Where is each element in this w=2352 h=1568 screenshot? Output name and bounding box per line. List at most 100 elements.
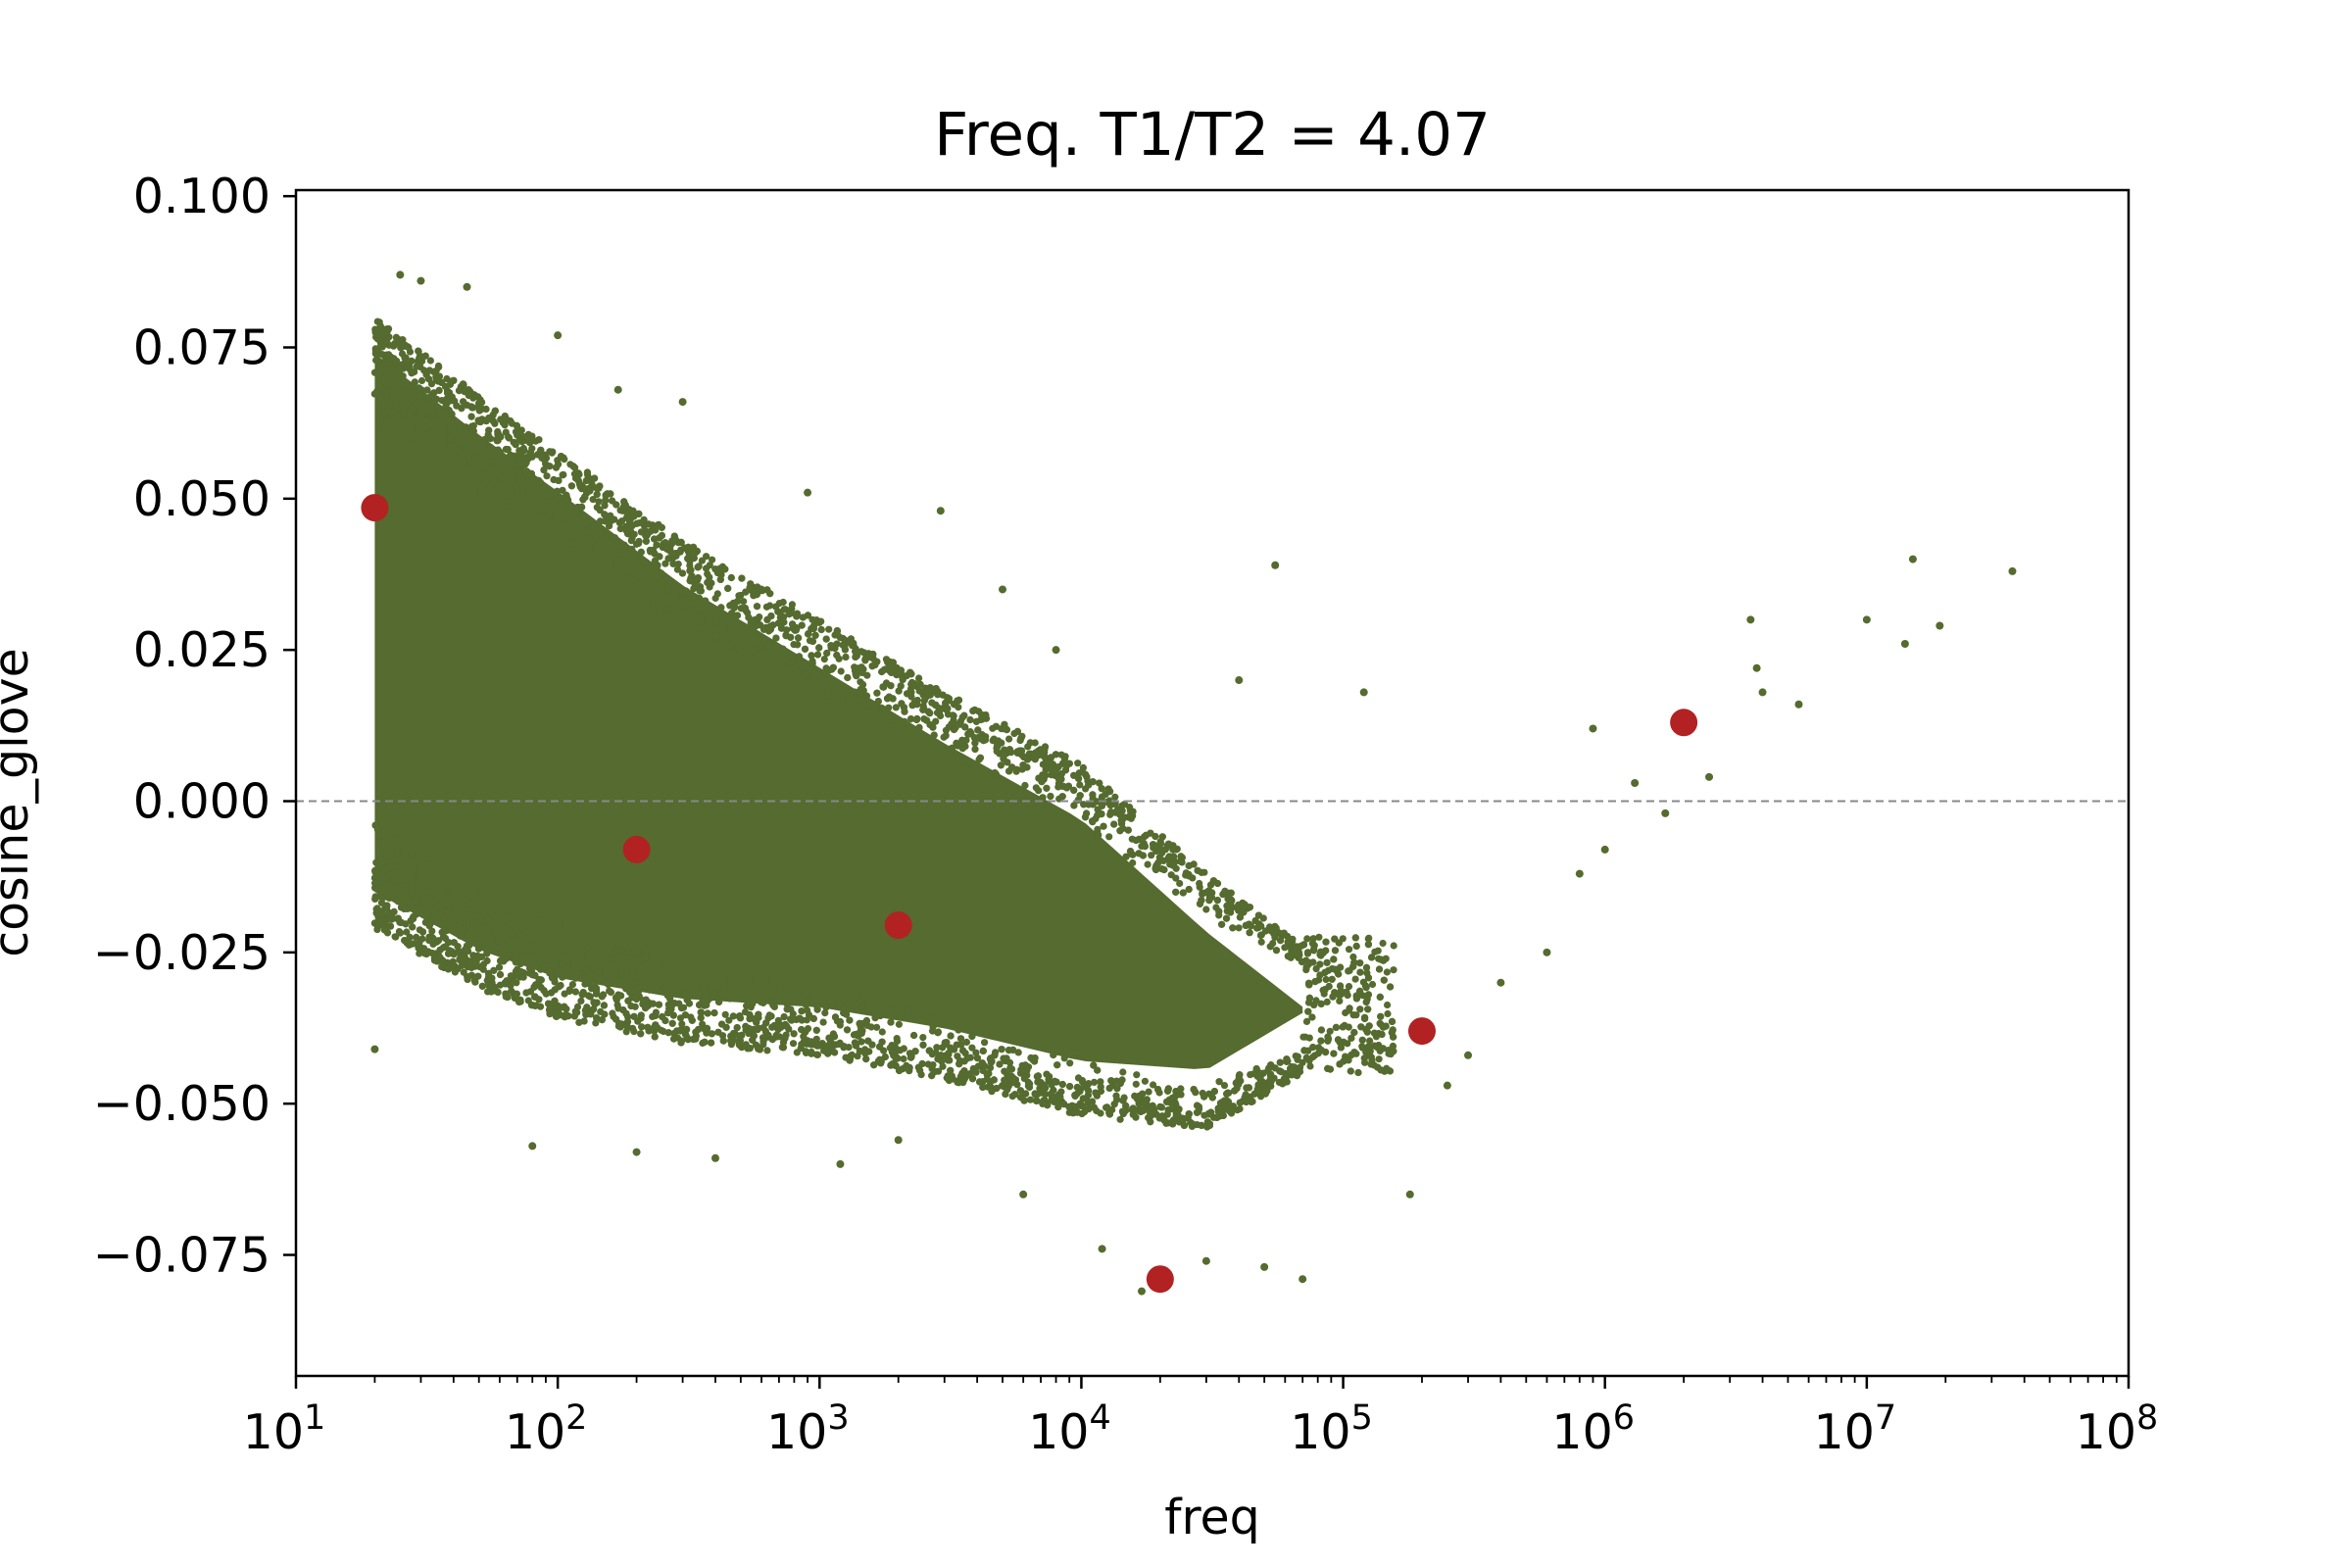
green-point <box>683 996 691 1004</box>
green-point <box>484 914 492 923</box>
green-point <box>852 648 859 656</box>
green-point <box>564 1012 572 1020</box>
green-point <box>623 1023 631 1031</box>
green-point <box>712 619 720 627</box>
green-point <box>1261 927 1270 935</box>
green-point <box>1349 1011 1357 1019</box>
green-point <box>814 1042 823 1050</box>
green-point <box>1379 939 1387 948</box>
green-point <box>406 933 414 942</box>
green-point <box>716 575 724 584</box>
green-point <box>1347 1067 1354 1075</box>
green-point <box>1042 771 1050 780</box>
green-point <box>902 729 910 737</box>
green-point <box>596 517 605 525</box>
green-point <box>763 1047 771 1054</box>
green-point <box>583 468 592 476</box>
green-point <box>609 497 616 505</box>
green-point <box>421 352 429 360</box>
green-point <box>1385 1050 1393 1057</box>
green-point <box>1060 755 1068 763</box>
green-point <box>1317 1026 1325 1034</box>
green-point <box>374 327 382 335</box>
green-point <box>819 1018 827 1026</box>
green-point <box>484 430 492 439</box>
green-point <box>670 1029 678 1038</box>
green-point <box>1330 1050 1338 1057</box>
green-point <box>375 334 383 342</box>
green-point <box>426 357 434 365</box>
green-point <box>920 1010 928 1018</box>
green-point <box>1026 1096 1034 1103</box>
green-point <box>509 978 516 986</box>
green-point <box>1339 1023 1347 1031</box>
green-point <box>932 717 940 725</box>
green-point <box>577 997 585 1004</box>
green-point <box>775 998 784 1005</box>
green-point <box>505 434 514 442</box>
green-point <box>895 687 903 695</box>
green-point <box>867 1023 875 1031</box>
green-point <box>589 538 597 546</box>
green-point <box>1284 932 1292 941</box>
green-point <box>1007 1065 1015 1073</box>
green-point <box>697 618 705 626</box>
green-point <box>1105 833 1113 841</box>
green-point <box>569 463 577 470</box>
green-point <box>816 990 824 998</box>
green-point <box>579 533 587 541</box>
green-point <box>457 423 465 431</box>
green-point <box>971 739 979 747</box>
green-point <box>539 962 547 971</box>
green-point <box>370 874 379 882</box>
green-point <box>1360 1054 1368 1062</box>
green-point <box>381 842 389 850</box>
green-point <box>1122 853 1130 860</box>
green-point <box>1129 1110 1137 1118</box>
green-point <box>1337 1044 1345 1052</box>
green-point <box>1021 1061 1029 1069</box>
green-point <box>618 970 626 978</box>
green-point <box>1113 807 1121 814</box>
green-point <box>588 480 596 488</box>
green-point <box>628 965 636 973</box>
green-point <box>779 1038 788 1046</box>
green-point <box>402 891 410 899</box>
green-point <box>686 600 694 608</box>
green-point <box>390 891 398 899</box>
green-point <box>1120 801 1128 808</box>
green-point <box>694 613 702 621</box>
green-point <box>630 1012 638 1020</box>
green-point <box>530 983 538 991</box>
green-point <box>929 1023 937 1031</box>
green-point <box>627 1002 635 1010</box>
green-point <box>701 1038 709 1046</box>
green-point <box>669 560 677 567</box>
green-point <box>635 537 643 546</box>
green-point <box>692 1035 700 1043</box>
green-point <box>1142 831 1150 840</box>
green-point <box>1387 983 1395 991</box>
green-point <box>482 477 490 486</box>
green-point <box>1298 942 1305 950</box>
green-point <box>485 415 493 422</box>
green-point <box>821 1009 829 1017</box>
green-point <box>1256 1073 1264 1081</box>
green-point <box>645 520 653 528</box>
green-point <box>407 436 416 444</box>
green-point <box>1074 760 1082 767</box>
green-point <box>828 1045 836 1053</box>
green-point <box>1302 963 1310 971</box>
green-point <box>460 398 467 406</box>
green-point <box>450 939 458 947</box>
green-point <box>628 534 636 542</box>
green-point <box>709 556 716 564</box>
green-point <box>765 659 773 667</box>
green-point <box>812 1026 820 1034</box>
green-point <box>886 667 895 675</box>
green-point <box>1016 736 1024 745</box>
green-point <box>671 596 679 604</box>
green-point <box>431 876 439 884</box>
green-point <box>531 971 539 979</box>
green-point <box>451 908 459 916</box>
